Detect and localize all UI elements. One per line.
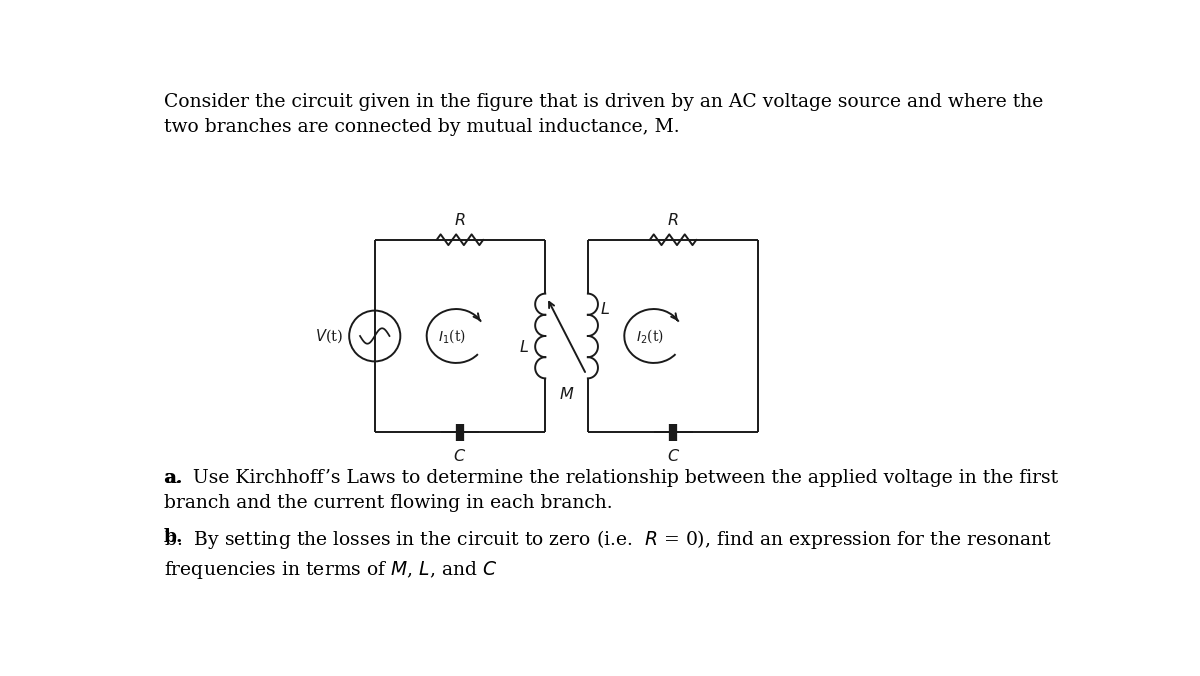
Text: $I_1$(t): $I_1$(t) <box>438 327 467 345</box>
Text: a.: a. <box>164 469 182 487</box>
Text: $M$: $M$ <box>559 386 575 403</box>
Text: b.  By setting the losses in the circuit to zero (i.e.  $R$ = 0), find an expres: b. By setting the losses in the circuit … <box>164 529 1052 581</box>
Text: Consider the circuit given in the figure that is driven by an AC voltage source : Consider the circuit given in the figure… <box>164 93 1043 137</box>
Text: $C$: $C$ <box>666 448 679 464</box>
Text: b.: b. <box>164 529 184 546</box>
Text: $I_2$(t): $I_2$(t) <box>636 327 664 345</box>
Text: a.  Use Kirchhoff’s Laws to determine the relationship between the applied volta: a. Use Kirchhoff’s Laws to determine the… <box>164 469 1058 512</box>
Text: $R$: $R$ <box>667 212 679 229</box>
Text: $R$: $R$ <box>454 212 466 229</box>
Text: $L$: $L$ <box>600 301 610 318</box>
Text: $\mathit{V}$(t): $\mathit{V}$(t) <box>314 327 343 345</box>
Text: $C$: $C$ <box>454 448 467 464</box>
Text: $L$: $L$ <box>518 339 528 356</box>
